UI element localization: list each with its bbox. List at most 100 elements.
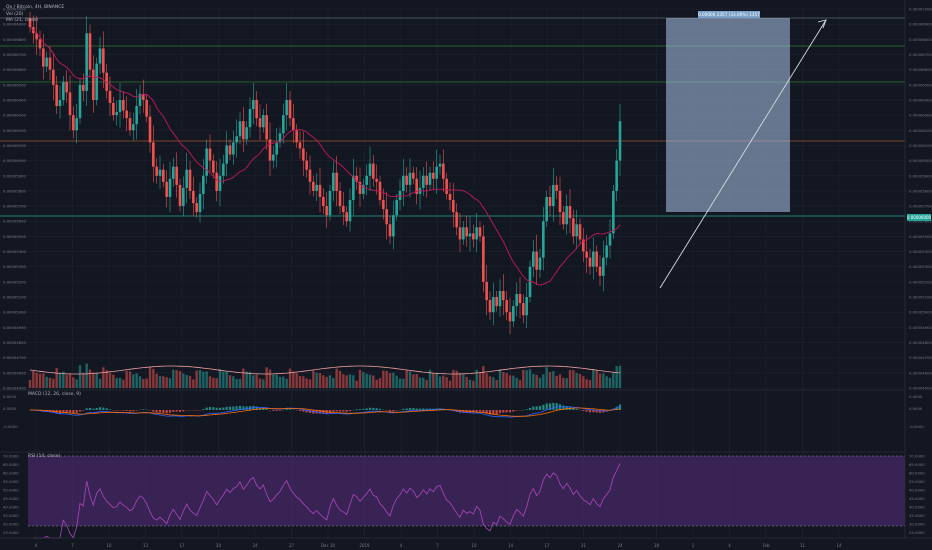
right-price-tick-label: 0.00005000 — [909, 310, 932, 315]
volume-bar — [85, 363, 88, 388]
right-price-tick-label: 0.00004800 — [909, 340, 932, 345]
right-price-tick-label: 0.00005800 — [909, 188, 932, 193]
volume-bar — [612, 373, 615, 388]
macd-histogram-bar — [395, 410, 398, 411]
candle-body — [128, 118, 132, 131]
macd-histogram-bar — [512, 410, 515, 412]
macd-histogram-bar — [275, 410, 278, 411]
volume-bar — [62, 371, 65, 388]
volume-bar — [172, 369, 175, 388]
volume-bar — [608, 377, 612, 388]
candle-body — [415, 178, 418, 194]
macd-histogram-bar — [358, 409, 362, 410]
volume-bar — [385, 370, 388, 388]
macd-histogram-bar — [362, 408, 365, 410]
volume-bar — [192, 379, 195, 388]
volume-bar — [562, 377, 565, 388]
volume-bar — [42, 373, 45, 388]
candle-body — [388, 224, 392, 237]
candle-body — [525, 297, 528, 316]
macd-histogram-bar — [582, 410, 585, 411]
volume-bar — [392, 372, 395, 388]
volume-bar — [372, 375, 375, 388]
volume-bar — [38, 373, 42, 388]
candle-body — [358, 181, 362, 194]
volume-bar — [528, 369, 532, 388]
candle-body — [568, 206, 572, 219]
projection-label-bg — [698, 11, 760, 18]
volume-bar — [545, 367, 548, 388]
candle-body — [202, 175, 205, 194]
volume-bar — [438, 376, 442, 388]
candle-body — [398, 190, 402, 201]
macd-histogram-bar — [515, 410, 518, 411]
macd-histogram-bar — [385, 410, 388, 411]
candle-body — [75, 118, 78, 131]
right-price-tick-label: 0.00006000 — [909, 158, 932, 163]
volume-bar — [585, 379, 588, 388]
volume-bar — [208, 376, 212, 388]
candlesticks — [28, 12, 622, 335]
candle-body — [345, 212, 348, 222]
candle-body — [352, 175, 355, 201]
volume-bar — [388, 373, 392, 388]
volume-bar — [345, 375, 348, 388]
candle-body — [368, 163, 372, 176]
ma-polyline — [29, 26, 621, 286]
volume-bar — [425, 380, 428, 388]
volume-bar — [568, 369, 572, 388]
macd-histogram-bar — [478, 410, 482, 412]
volume-bar — [118, 377, 122, 388]
volume-bar — [108, 373, 112, 388]
macd-histogram-bar — [488, 410, 492, 415]
candle-body — [308, 169, 312, 182]
volume-bar — [478, 372, 482, 388]
candle-body — [235, 136, 238, 143]
macd-histogram-bar — [348, 410, 352, 412]
macd-histogram-bar — [495, 410, 498, 415]
candle-body — [458, 227, 462, 240]
candle-body — [328, 190, 332, 216]
macd-histogram-bar — [322, 410, 325, 414]
candle-body — [455, 212, 458, 228]
macd-histogram-bar — [572, 408, 575, 410]
candle-body — [175, 166, 178, 185]
macd-histogram-bar — [342, 410, 345, 412]
volume-bar — [112, 374, 115, 388]
projection-box[interactable] — [659, 18, 827, 289]
candle-body — [282, 115, 285, 134]
candle-body — [255, 99, 258, 119]
volume-bar — [475, 369, 478, 388]
candle-body — [365, 175, 368, 185]
left-price-tick-label: 0.00006700 — [3, 52, 27, 57]
macd-histogram-bar — [225, 406, 228, 410]
volume-bar — [232, 376, 235, 388]
macd-histogram-bar — [215, 407, 218, 410]
candle-body — [82, 84, 85, 91]
candle-body — [565, 206, 568, 225]
volume-bar — [48, 377, 52, 388]
macd-histogram-bar — [202, 409, 205, 410]
candle-body — [612, 190, 615, 234]
volume-bar — [132, 374, 135, 388]
candle-body — [445, 178, 448, 194]
candle-body — [242, 121, 245, 140]
left-price-tick-label: 0.00006100 — [3, 143, 27, 148]
macd-histogram-bar — [278, 410, 282, 411]
candle-body — [442, 163, 445, 179]
candle-body — [355, 175, 358, 182]
candle-body — [618, 121, 622, 161]
candle-body — [232, 142, 235, 155]
left-price-tick-label: 0.00004600 — [3, 370, 27, 375]
volume-bar — [512, 375, 515, 388]
volume-bar — [532, 374, 535, 388]
candle-body — [562, 212, 565, 225]
candle-body — [405, 175, 408, 185]
macd-histogram-bar — [212, 407, 215, 410]
macd-histogram-bar — [548, 403, 552, 410]
macd-histogram-bar — [418, 408, 422, 410]
rsi-tick-label: 60.0000 — [3, 471, 19, 476]
candle-body — [382, 200, 385, 210]
